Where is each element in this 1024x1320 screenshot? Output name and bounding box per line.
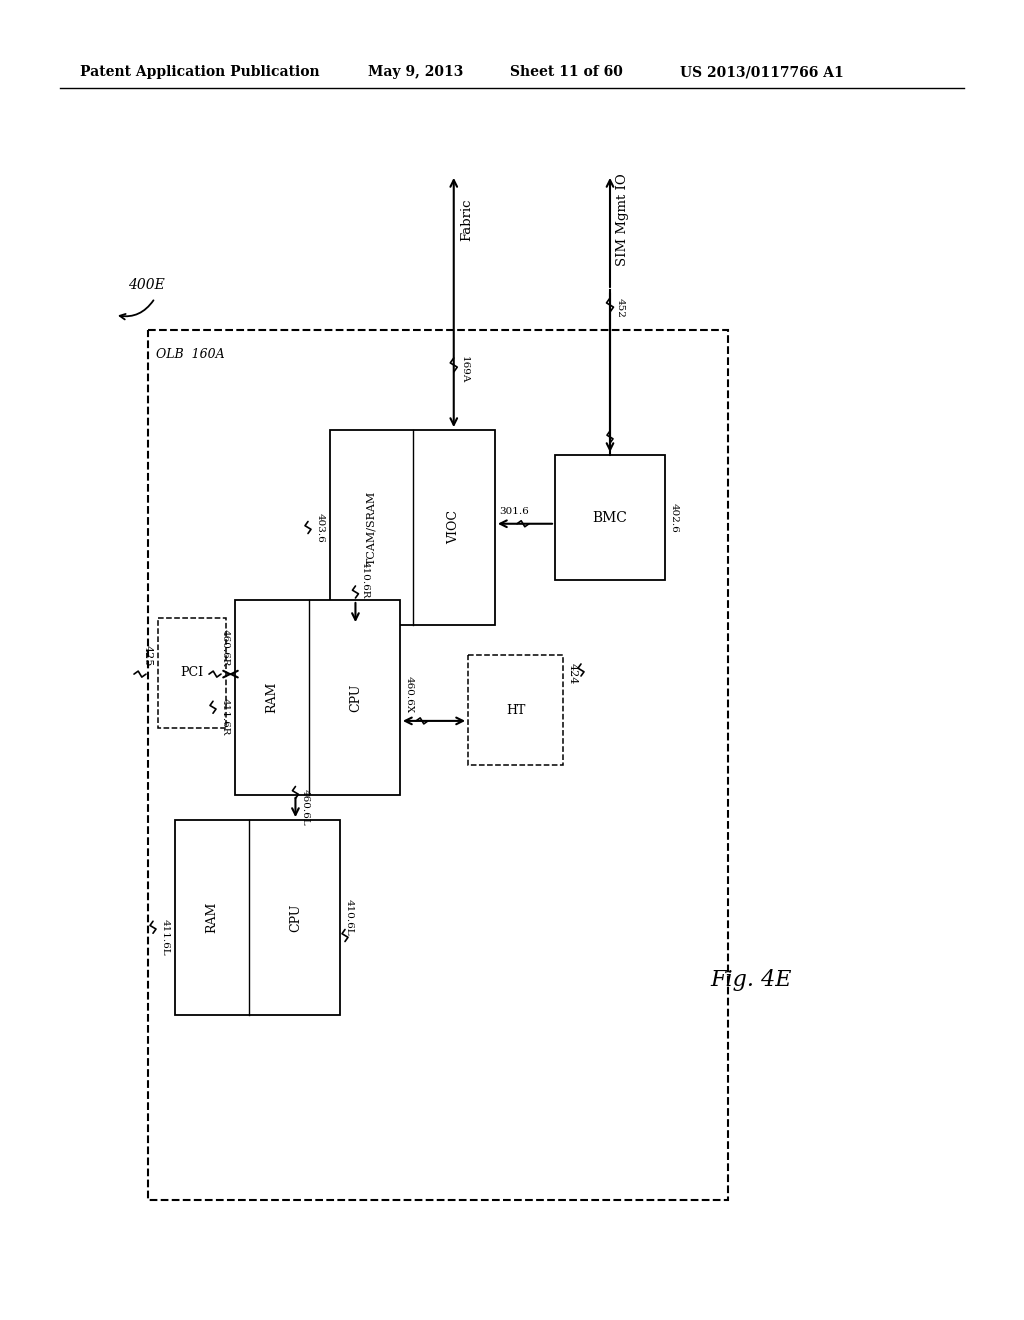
Text: HT: HT xyxy=(506,704,525,717)
Text: 460.6R: 460.6R xyxy=(221,628,230,667)
Bar xyxy=(158,618,226,729)
Text: 424: 424 xyxy=(568,663,578,684)
Bar xyxy=(175,820,340,1015)
Bar xyxy=(234,601,400,795)
Text: 403.6: 403.6 xyxy=(316,512,325,543)
Text: Patent Application Publication: Patent Application Publication xyxy=(80,65,319,79)
Text: 410.6L: 410.6L xyxy=(345,899,354,936)
Text: 301.6: 301.6 xyxy=(499,507,528,516)
Text: Fig. 4E: Fig. 4E xyxy=(710,969,792,991)
Text: 425: 425 xyxy=(143,644,153,667)
Text: RAM: RAM xyxy=(265,682,278,713)
Text: 402.6: 402.6 xyxy=(670,503,679,532)
Text: 169A: 169A xyxy=(460,356,469,384)
Bar xyxy=(468,655,563,766)
Text: 460.6L: 460.6L xyxy=(300,789,309,826)
Text: 452: 452 xyxy=(616,298,625,318)
Text: 400E: 400E xyxy=(128,279,165,292)
Text: May 9, 2013: May 9, 2013 xyxy=(368,65,464,79)
Text: 410.6R: 410.6R xyxy=(360,561,370,599)
Text: BMC: BMC xyxy=(593,511,628,524)
Text: OLB  160A: OLB 160A xyxy=(156,348,224,360)
Bar xyxy=(330,430,495,624)
Text: TCAM/SRAM: TCAM/SRAM xyxy=(367,490,376,565)
Text: Sheet 11 of 60: Sheet 11 of 60 xyxy=(510,65,623,79)
Text: Fabric: Fabric xyxy=(460,199,473,242)
Text: 460.6X: 460.6X xyxy=(406,676,414,713)
Text: SIM Mgmt IO: SIM Mgmt IO xyxy=(616,174,629,267)
Bar xyxy=(555,455,665,579)
Text: CPU: CPU xyxy=(349,684,361,711)
Text: RAM: RAM xyxy=(205,902,218,933)
Text: 411.6R: 411.6R xyxy=(221,698,230,735)
Text: US 2013/0117766 A1: US 2013/0117766 A1 xyxy=(680,65,844,79)
Text: VIOC: VIOC xyxy=(447,511,460,544)
Text: PCI: PCI xyxy=(180,667,204,680)
Text: CPU: CPU xyxy=(289,903,302,932)
Text: 411.6L: 411.6L xyxy=(161,919,170,956)
Bar xyxy=(148,330,728,1200)
